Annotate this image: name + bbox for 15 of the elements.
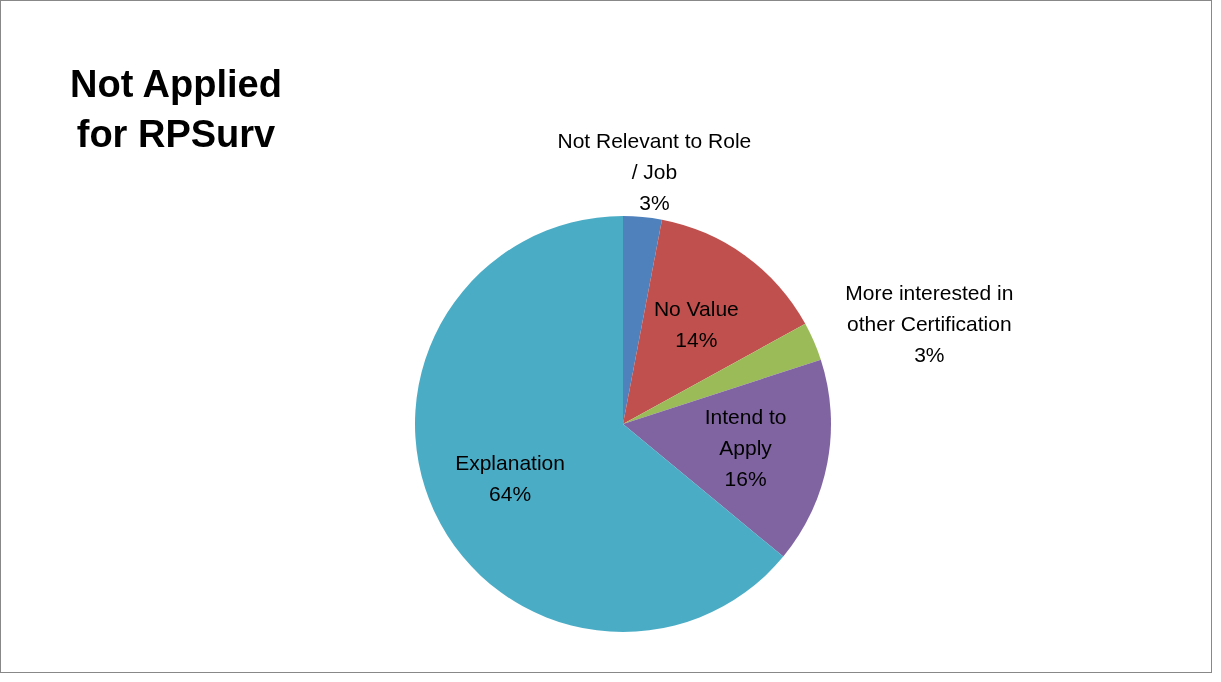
- pie-slice: [623, 323, 821, 424]
- slice-label: No Value: [653, 296, 739, 320]
- data-label: 64%: [489, 481, 532, 505]
- data-label: 16%: [724, 466, 767, 490]
- slice-label: Intend to Apply: [704, 404, 787, 459]
- pie-slice: [623, 359, 831, 557]
- slice-label: Not Relevant to Role / Job: [557, 128, 752, 183]
- pie-slice: [623, 219, 806, 424]
- slice-label: More interested in other Certification: [845, 280, 1014, 335]
- pie-slice: [415, 216, 784, 632]
- data-label: 3%: [914, 342, 945, 366]
- data-label: 3%: [639, 190, 670, 214]
- slice-label: Explanation: [455, 450, 565, 474]
- chart-title: Not Applied for RPSurv: [69, 62, 283, 157]
- data-label: 14%: [675, 327, 718, 351]
